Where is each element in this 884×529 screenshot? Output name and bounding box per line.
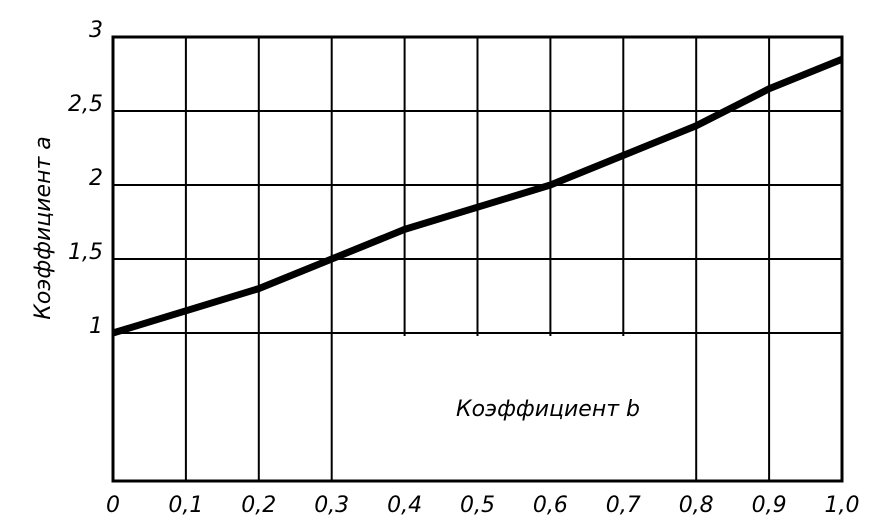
y-tick-label: 1,5 xyxy=(68,240,103,265)
label-backdrop xyxy=(340,336,694,480)
y-tick-label: 3 xyxy=(89,18,103,43)
x-tick-label: 0,1 xyxy=(168,493,203,518)
x-tick-label: 0,6 xyxy=(533,493,568,518)
y-axis-label: Коэффициент a xyxy=(31,136,56,320)
x-tick-label: 0,5 xyxy=(460,493,495,518)
data-line xyxy=(111,55,844,337)
x-tick-label: 0,7 xyxy=(606,493,641,518)
x-axis-label: Коэффициент b xyxy=(456,397,640,422)
x-tick-label: 0,8 xyxy=(679,493,714,518)
x-tick-label: 0,9 xyxy=(752,493,787,518)
y-tick-label: 2 xyxy=(89,166,103,191)
plot-frame xyxy=(111,35,844,483)
y-tick-label: 1 xyxy=(89,314,103,339)
x-tick-label: 0,3 xyxy=(314,493,349,518)
x-tick-label: 0,4 xyxy=(387,493,422,518)
x-tick-label: 1,0 xyxy=(825,493,860,518)
x-tick-label: 0 xyxy=(106,493,120,518)
y-tick-label: 2,5 xyxy=(68,92,103,117)
x-tick-label: 0,2 xyxy=(241,493,276,518)
